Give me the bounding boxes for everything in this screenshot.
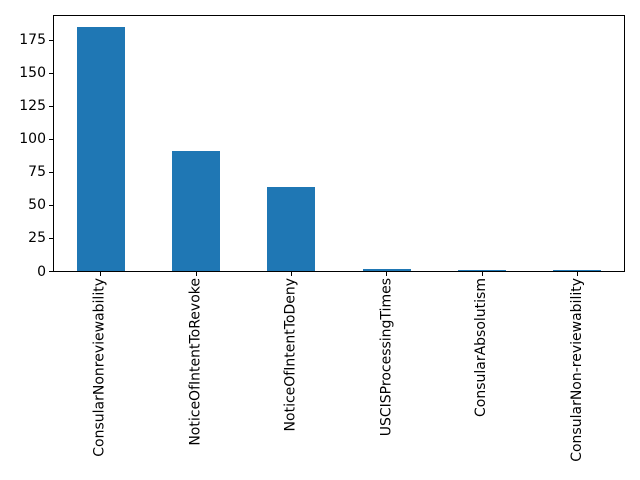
y-tick-label: 175 bbox=[19, 32, 46, 49]
x-tick-mark bbox=[481, 272, 483, 276]
y-tick-mark bbox=[49, 171, 53, 173]
bar bbox=[76, 27, 125, 272]
y-tick-label: 100 bbox=[19, 131, 46, 148]
y-tick-mark bbox=[49, 204, 53, 206]
x-tick-mark bbox=[386, 272, 388, 276]
y-tick-mark bbox=[49, 271, 53, 272]
x-tick-label: ConsularAbsolutism bbox=[473, 278, 490, 418]
bar bbox=[553, 270, 602, 272]
x-tick-mark bbox=[100, 272, 102, 276]
y-tick-label: 150 bbox=[19, 65, 46, 82]
x-tick-label: ConsularNon-reviewability bbox=[568, 278, 585, 462]
y-tick-label: 125 bbox=[19, 98, 46, 115]
bar bbox=[172, 151, 220, 272]
y-tick-label: 0 bbox=[37, 263, 46, 280]
x-tick-mark bbox=[195, 272, 197, 276]
bar bbox=[458, 270, 506, 272]
plot-area bbox=[53, 15, 625, 272]
x-tick-label: USCISProcessingTimes bbox=[378, 278, 395, 437]
x-tick-label: NoticeOfIntentToDeny bbox=[282, 278, 299, 432]
x-tick-mark bbox=[576, 272, 578, 276]
y-tick-mark bbox=[49, 39, 53, 41]
y-tick-label: 50 bbox=[28, 197, 46, 214]
y-tick-mark bbox=[49, 138, 53, 140]
y-tick-label: 75 bbox=[28, 164, 46, 181]
y-tick-mark bbox=[49, 72, 53, 74]
y-tick-label: 25 bbox=[28, 230, 46, 247]
bar bbox=[362, 268, 411, 272]
y-tick-mark bbox=[49, 237, 53, 239]
x-tick-label: NoticeOfIntentToRevoke bbox=[187, 278, 204, 446]
x-tick-label: ConsularNonreviewability bbox=[92, 278, 109, 457]
bar bbox=[267, 186, 316, 272]
y-tick-mark bbox=[49, 105, 53, 107]
x-tick-mark bbox=[290, 272, 292, 276]
